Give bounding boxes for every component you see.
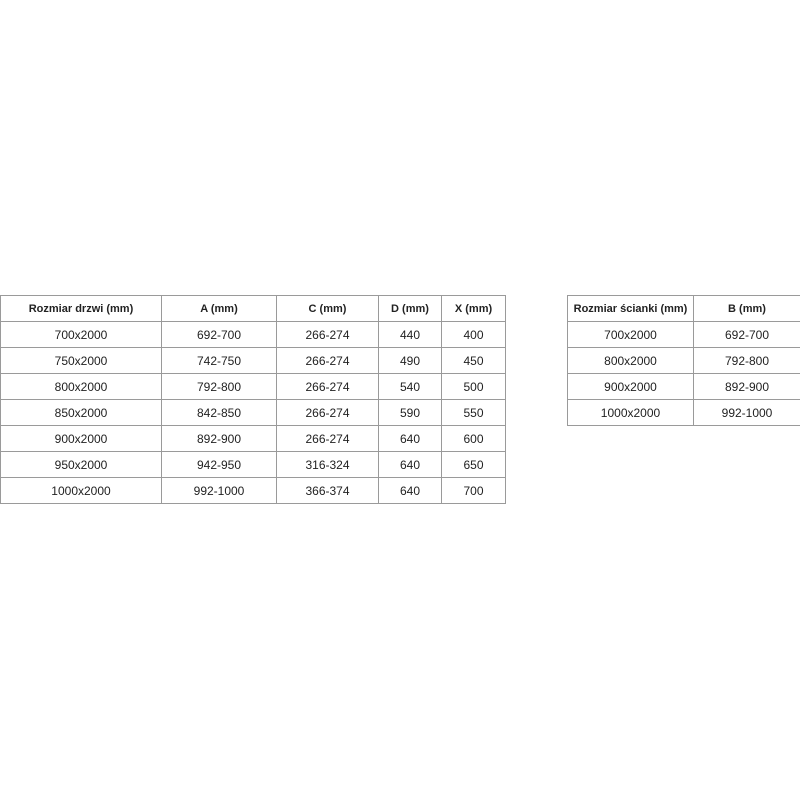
table-row: 850x2000 842-850 266-274 590 550 <box>0 399 506 426</box>
table-row: 700x2000 692-700 <box>567 321 800 348</box>
table-cell: 842-850 <box>161 399 277 426</box>
column-header: B (mm) <box>693 295 800 322</box>
table-cell: 942-950 <box>161 451 277 478</box>
table-cell: 792-800 <box>693 347 800 374</box>
table-cell: 800x2000 <box>0 373 162 400</box>
header-row: Rozmiar ścianki (mm) B (mm) <box>567 295 800 322</box>
table-cell: 266-274 <box>276 399 379 426</box>
table-row: 1000x2000 992-1000 366-374 640 700 <box>0 477 506 504</box>
table-cell: 640 <box>378 425 442 452</box>
table-cell: 892-900 <box>161 425 277 452</box>
column-header: C (mm) <box>276 295 379 322</box>
table-cell: 992-1000 <box>161 477 277 504</box>
table-cell: 692-700 <box>693 321 800 348</box>
table-cell: 316-324 <box>276 451 379 478</box>
table-row: 950x2000 942-950 316-324 640 650 <box>0 451 506 478</box>
column-header: D (mm) <box>378 295 442 322</box>
column-header: Rozmiar ścianki (mm) <box>567 295 694 322</box>
table-cell: 266-274 <box>276 347 379 374</box>
table-row: 800x2000 792-800 266-274 540 500 <box>0 373 506 400</box>
table-cell: 892-900 <box>693 373 800 400</box>
table-cell: 1000x2000 <box>567 399 694 426</box>
table-cell: 750x2000 <box>0 347 162 374</box>
column-header: Rozmiar drzwi (mm) <box>0 295 162 322</box>
table-row: 700x2000 692-700 266-274 440 400 <box>0 321 506 348</box>
table-cell: 800x2000 <box>567 347 694 374</box>
table-cell: 650 <box>441 451 506 478</box>
table-cell: 500 <box>441 373 506 400</box>
table-cell: 640 <box>378 477 442 504</box>
table-cell: 540 <box>378 373 442 400</box>
table-cell: 900x2000 <box>567 373 694 400</box>
column-header: A (mm) <box>161 295 277 322</box>
header-row: Rozmiar drzwi (mm) A (mm) C (mm) D (mm) X (m… <box>0 295 506 322</box>
table-cell: 266-274 <box>276 321 379 348</box>
table-row: 750x2000 742-750 266-274 490 450 <box>0 347 506 374</box>
table-cell: 266-274 <box>276 373 379 400</box>
table-cell: 400 <box>441 321 506 348</box>
table-cell: 950x2000 <box>0 451 162 478</box>
table-cell: 742-750 <box>161 347 277 374</box>
table-cell: 490 <box>378 347 442 374</box>
table-cell: 900x2000 <box>0 425 162 452</box>
wall-size-table: Rozmiar ścianki (mm) B (mm) 700x2000 692-7… <box>567 295 800 426</box>
table-cell: 992-1000 <box>693 399 800 426</box>
table-cell: 266-274 <box>276 425 379 452</box>
table-row: 900x2000 892-900 266-274 640 600 <box>0 425 506 452</box>
table-cell: 590 <box>378 399 442 426</box>
table-row: 800x2000 792-800 <box>567 347 800 374</box>
door-size-table: Rozmiar drzwi (mm) A (mm) C (mm) D (mm) X (m… <box>0 295 506 504</box>
table-cell: 366-374 <box>276 477 379 504</box>
table-cell: 850x2000 <box>0 399 162 426</box>
table-cell: 450 <box>441 347 506 374</box>
table-cell: 700x2000 <box>567 321 694 348</box>
table-cell: 600 <box>441 425 506 452</box>
table-cell: 700 <box>441 477 506 504</box>
table-row: 900x2000 892-900 <box>567 373 800 400</box>
table-cell: 440 <box>378 321 442 348</box>
column-header: X (mm) <box>441 295 506 322</box>
table-cell: 640 <box>378 451 442 478</box>
table-cell: 692-700 <box>161 321 277 348</box>
table-cell: 550 <box>441 399 506 426</box>
table-cell: 1000x2000 <box>0 477 162 504</box>
table-cell: 792-800 <box>161 373 277 400</box>
table-cell: 700x2000 <box>0 321 162 348</box>
table-row: 1000x2000 992-1000 <box>567 399 800 426</box>
